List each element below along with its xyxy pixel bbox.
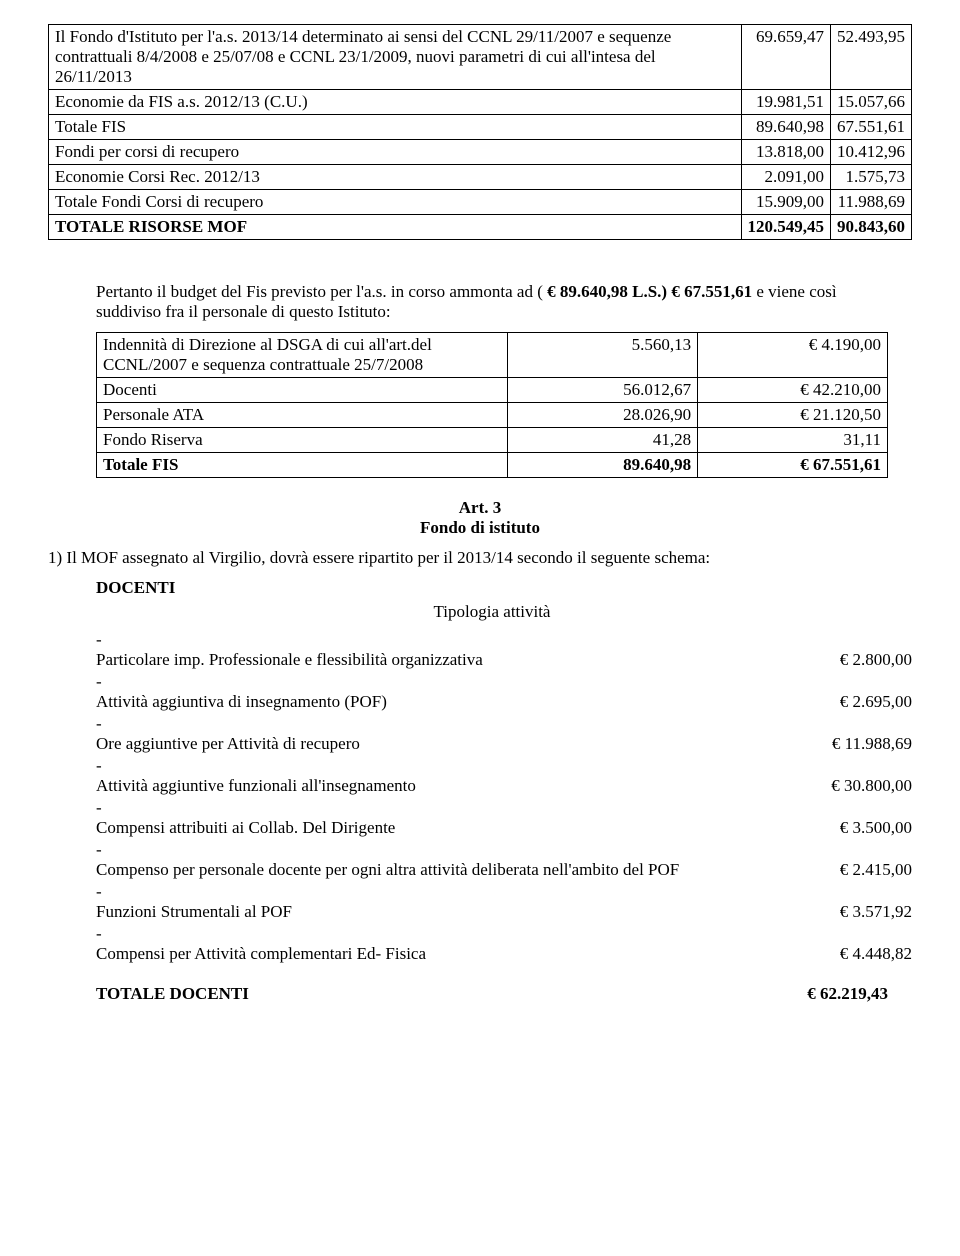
totale-docenti-amount: € 62.219,43 xyxy=(748,984,888,1004)
table-cell-value: € 67.551,61 xyxy=(698,453,888,478)
table-cell-label: Economie da FIS a.s. 2012/13 (C.U.) xyxy=(49,90,742,115)
list-item: Compensi attribuiti ai Collab. Del Dirig… xyxy=(96,798,912,838)
table-row: TOTALE RISORSE MOF120.549,4590.843,60 xyxy=(49,215,912,240)
list-item: Funzioni Strumentali al POF€ 3.571,92 xyxy=(96,882,912,922)
list-item-label: Compenso per personale docente per ogni … xyxy=(114,860,772,880)
docenti-heading: DOCENTI xyxy=(96,578,888,598)
list-item: Attività aggiuntive funzionali all'inseg… xyxy=(96,756,912,796)
table-cell-value: € 4.190,00 xyxy=(698,333,888,378)
table-cell-value: 13.818,00 xyxy=(741,140,831,165)
art3-title: Art. 3 xyxy=(48,498,912,518)
list-item-amount: € 2.800,00 xyxy=(772,650,912,670)
table-row: Fondo Riserva41,2831,11 xyxy=(97,428,888,453)
list-item-label: Ore aggiuntive per Attività di recupero xyxy=(114,734,772,754)
table-cell-label: Fondi per corsi di recupero xyxy=(49,140,742,165)
table-row: Docenti56.012,67€ 42.210,00 xyxy=(97,378,888,403)
table-cell-value: 15.909,00 xyxy=(741,190,831,215)
table-cell-value: 89.640,98 xyxy=(508,453,698,478)
table-row: Totale FIS89.640,9867.551,61 xyxy=(49,115,912,140)
budget-intro-text-1: Pertanto il budget del Fis previsto per … xyxy=(96,282,547,301)
table-cell-label: TOTALE RISORSE MOF xyxy=(49,215,742,240)
budget-intro-amount: € 89.640,98 L.S.) € 67.551,61 xyxy=(547,282,752,301)
list-item: Compenso per personale docente per ogni … xyxy=(96,840,912,880)
table-cell-label: Economie Corsi Rec. 2012/13 xyxy=(49,165,742,190)
list-item-label: Funzioni Strumentali al POF xyxy=(114,902,772,922)
table-cell-value: 31,11 xyxy=(698,428,888,453)
list-item: Compensi per Attività complementari Ed- … xyxy=(96,924,912,964)
table-cell-value: 5.560,13 xyxy=(508,333,698,378)
table-cell-value: € 21.120,50 xyxy=(698,403,888,428)
table-cell-value: € 42.210,00 xyxy=(698,378,888,403)
list-item-amount: € 11.988,69 xyxy=(772,734,912,754)
table-cell-value: 90.843,60 xyxy=(831,215,912,240)
table-cell-label: Totale FIS xyxy=(49,115,742,140)
table-cell-label: Il Fondo d'Istituto per l'a.s. 2013/14 d… xyxy=(49,25,742,90)
table-row: Totale Fondi Corsi di recupero15.909,001… xyxy=(49,190,912,215)
table-row: Personale ATA28.026,90€ 21.120,50 xyxy=(97,403,888,428)
table-cell-value: 10.412,96 xyxy=(831,140,912,165)
list-item-amount: € 3.571,92 xyxy=(772,902,912,922)
list-item-label: Compensi per Attività complementari Ed- … xyxy=(114,944,772,964)
table-cell-label: Personale ATA xyxy=(97,403,508,428)
table-cell-value: 120.549,45 xyxy=(741,215,831,240)
table-cell-label: Totale FIS xyxy=(97,453,508,478)
table-cell-value: 2.091,00 xyxy=(741,165,831,190)
docenti-list: Particolare imp. Professionale e flessib… xyxy=(48,630,912,964)
table-cell-value: 28.026,90 xyxy=(508,403,698,428)
table-row: Indennità di Direzione al DSGA di cui al… xyxy=(97,333,888,378)
table-cell-value: 69.659,47 xyxy=(741,25,831,90)
table-cell-value: 52.493,95 xyxy=(831,25,912,90)
table-cell-label: Totale Fondi Corsi di recupero xyxy=(49,190,742,215)
ripartizione-table: Indennità di Direzione al DSGA di cui al… xyxy=(96,332,888,478)
table-row: Il Fondo d'Istituto per l'a.s. 2013/14 d… xyxy=(49,25,912,90)
list-item-amount: € 3.500,00 xyxy=(772,818,912,838)
table-row: Totale FIS89.640,98€ 67.551,61 xyxy=(97,453,888,478)
table-cell-value: 15.057,66 xyxy=(831,90,912,115)
table-cell-label: Docenti xyxy=(97,378,508,403)
table-cell-value: 56.012,67 xyxy=(508,378,698,403)
art3-heading: Art. 3 Fondo di istituto xyxy=(48,498,912,538)
list-item-amount: € 30.800,00 xyxy=(772,776,912,796)
table-cell-label: Indennità di Direzione al DSGA di cui al… xyxy=(97,333,508,378)
table-cell-label: Fondo Riserva xyxy=(97,428,508,453)
table-row: Economie Corsi Rec. 2012/132.091,001.575… xyxy=(49,165,912,190)
table-cell-value: 67.551,61 xyxy=(831,115,912,140)
mof-line: 1) Il MOF assegnato al Virgilio, dovrà e… xyxy=(48,548,912,568)
budget-intro: Pertanto il budget del Fis previsto per … xyxy=(96,282,888,478)
table-cell-value: 1.575,73 xyxy=(831,165,912,190)
list-item-label: Attività aggiuntiva di insegnamento (POF… xyxy=(114,692,772,712)
table-cell-value: 89.640,98 xyxy=(741,115,831,140)
table-cell-value: 19.981,51 xyxy=(741,90,831,115)
table-cell-value: 11.988,69 xyxy=(831,190,912,215)
list-item-amount: € 4.448,82 xyxy=(772,944,912,964)
list-item-amount: € 2.695,00 xyxy=(772,692,912,712)
list-item-amount: € 2.415,00 xyxy=(772,860,912,880)
table-cell-value: 41,28 xyxy=(508,428,698,453)
art3-subtitle: Fondo di istituto xyxy=(48,518,912,538)
list-item-label: Attività aggiuntive funzionali all'inseg… xyxy=(114,776,772,796)
tipologia-heading: Tipologia attività xyxy=(96,602,888,622)
list-item-label: Compensi attribuiti ai Collab. Del Dirig… xyxy=(114,818,772,838)
table-row: Fondi per corsi di recupero13.818,0010.4… xyxy=(49,140,912,165)
risorse-table: Il Fondo d'Istituto per l'a.s. 2013/14 d… xyxy=(48,24,912,240)
totale-docenti-row: TOTALE DOCENTI € 62.219,43 xyxy=(96,984,888,1004)
list-item: Attività aggiuntiva di insegnamento (POF… xyxy=(96,672,912,712)
list-item-label: Particolare imp. Professionale e flessib… xyxy=(114,650,772,670)
table-row: Economie da FIS a.s. 2012/13 (C.U.)19.98… xyxy=(49,90,912,115)
list-item: Particolare imp. Professionale e flessib… xyxy=(96,630,912,670)
totale-docenti-label: TOTALE DOCENTI xyxy=(96,984,748,1004)
list-item: Ore aggiuntive per Attività di recupero€… xyxy=(96,714,912,754)
